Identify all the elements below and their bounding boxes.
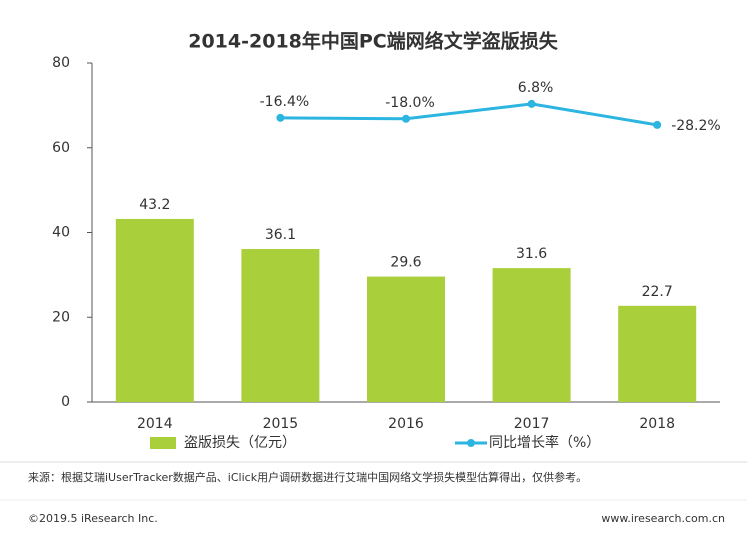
y-tick-label: 40 (52, 225, 70, 241)
data-label: 43.2 (139, 197, 170, 213)
legend-label: 盗版损失（亿元） (184, 435, 296, 451)
data-label: 31.6 (516, 246, 547, 262)
x-tick-label: 2016 (388, 416, 424, 432)
line-point (276, 113, 285, 122)
line (280, 102, 658, 127)
bar (115, 218, 194, 402)
bar (492, 268, 571, 402)
data-label: 22.7 (642, 284, 673, 300)
y-tick-label: 0 (61, 394, 70, 410)
bar (618, 305, 697, 402)
legend-point (467, 439, 475, 447)
data-label: 29.6 (390, 255, 421, 271)
line-point (527, 99, 536, 108)
x-tick-label: 2018 (639, 416, 675, 432)
footer-left: ©2019.5 iResearch Inc. (28, 512, 158, 525)
data-label: -28.2% (671, 118, 721, 134)
x-tick-label: 2017 (514, 416, 550, 432)
y-tick-label: 20 (52, 309, 70, 325)
line-point (402, 114, 410, 123)
x-tick-label: 2014 (137, 416, 173, 432)
y-tick-label: 60 (52, 140, 70, 156)
legend-label: 同比增长率（%） (489, 434, 600, 451)
source: 来源：根据艾瑞iUserTracker数据产品、iClick用户调研数据进行艾瑞… (28, 470, 587, 484)
bar (241, 249, 320, 402)
bar (367, 276, 445, 402)
data-label: -18.0% (385, 95, 435, 111)
data-label: -16.4% (260, 94, 310, 110)
x-tick-label: 2015 (263, 416, 299, 432)
y-tick-label: 80 (52, 55, 70, 71)
data-label: 36.1 (265, 227, 296, 243)
legend-swatch (150, 437, 176, 449)
line-point (653, 120, 662, 129)
footer-right: www.iresearch.com.cn (601, 512, 725, 525)
data-label: 6.8% (518, 80, 554, 96)
chart-title: 2014-2018年中国PC端网络文学盗版损失 (188, 30, 559, 53)
